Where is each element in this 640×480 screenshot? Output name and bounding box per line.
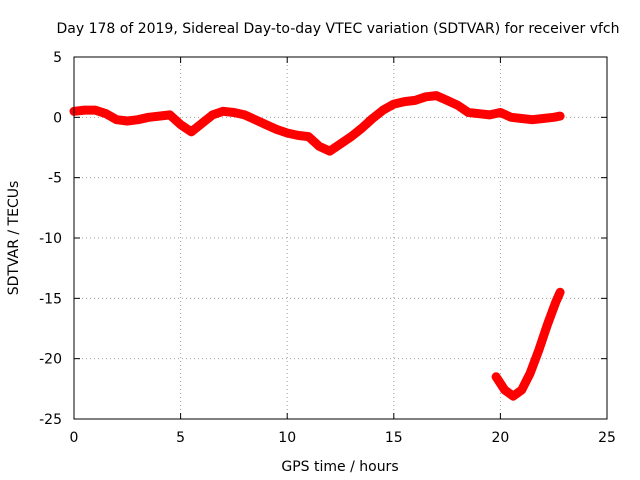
data-point (177, 121, 185, 129)
data-point (198, 119, 206, 127)
data-point (422, 93, 430, 101)
data-point (251, 116, 259, 124)
data-point (518, 386, 526, 394)
series-line-outlier (496, 292, 560, 396)
y-axis-label: SDTVAR / TECUs (6, 181, 22, 296)
data-point (526, 369, 534, 377)
data-point (496, 109, 504, 117)
tick-layer: 0 5 10 15 20 25 5 0 -5 -10 -15 -20 -25 (39, 50, 616, 446)
series-layer (70, 92, 564, 400)
data-point (294, 131, 302, 139)
data-point (209, 111, 217, 119)
data-point (134, 116, 142, 124)
data-point (273, 125, 281, 133)
data-point (315, 142, 323, 150)
series-line-main (74, 96, 560, 152)
data-point (145, 113, 153, 121)
data-point (219, 107, 227, 115)
data-point (326, 147, 334, 155)
data-point (305, 133, 313, 141)
y-tick-label: -10 (39, 231, 62, 247)
data-point (539, 115, 547, 123)
data-point (155, 112, 163, 120)
x-tick-label: 5 (176, 430, 185, 446)
data-point (358, 124, 366, 132)
data-point (241, 111, 249, 119)
data-point (507, 113, 515, 121)
x-tick-label: 20 (491, 430, 509, 446)
x-tick-label: 10 (278, 430, 296, 446)
data-point (486, 111, 494, 119)
data-point (528, 116, 536, 124)
data-point (509, 392, 517, 400)
y-tick-label: -5 (48, 171, 62, 187)
data-point (283, 129, 291, 137)
data-point (556, 288, 564, 296)
y-tick-label: 5 (53, 50, 62, 66)
data-point (81, 106, 89, 114)
y-tick-label: 0 (53, 110, 62, 126)
data-point (113, 116, 121, 124)
data-point (543, 321, 551, 329)
data-point (123, 117, 131, 125)
data-point (464, 109, 472, 117)
data-point (347, 133, 355, 141)
y-tick-label: -20 (39, 352, 62, 368)
chart-title: Day 178 of 2019, Sidereal Day-to-day VTE… (56, 21, 619, 37)
x-tick-label: 0 (70, 430, 79, 446)
sdtvar-chart: 0 5 10 15 20 25 5 0 -5 -10 -15 -20 -25 Day 178 of 20… (0, 0, 640, 480)
data-point (187, 128, 195, 136)
data-point (518, 115, 526, 123)
x-tick-label: 15 (385, 430, 403, 446)
x-tick-label: 25 (598, 430, 616, 446)
y-tick-label: -25 (39, 412, 62, 428)
data-point (91, 106, 99, 114)
data-point (454, 101, 462, 109)
data-point (368, 115, 376, 123)
grid-layer (74, 57, 607, 419)
data-point (432, 92, 440, 100)
data-point (475, 110, 483, 118)
data-point (443, 96, 451, 104)
plot-frame (74, 57, 607, 419)
data-point (411, 96, 419, 104)
y-tick-label: -15 (39, 291, 62, 307)
data-point (492, 373, 500, 381)
data-point (535, 346, 543, 354)
data-point (501, 386, 509, 394)
data-point (400, 98, 408, 106)
x-axis-label: GPS time / hours (281, 459, 398, 475)
data-point (390, 100, 398, 108)
data-point (102, 110, 110, 118)
data-point (166, 111, 174, 119)
data-point (552, 298, 560, 306)
data-point (230, 109, 238, 117)
data-point (379, 106, 387, 114)
data-point (337, 140, 345, 148)
data-point (556, 112, 564, 120)
data-point (262, 121, 270, 129)
